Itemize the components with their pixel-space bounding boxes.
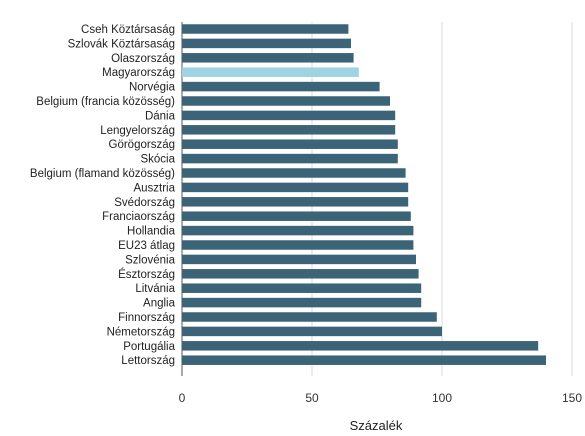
category-label: Lengyelország <box>100 125 175 137</box>
bar <box>182 297 422 308</box>
category-label: Dánia <box>145 110 176 122</box>
category-label: Szlovénia <box>125 254 175 266</box>
category-label: Észtország <box>118 268 175 281</box>
x-axis-title: Százalék <box>350 418 403 433</box>
bar <box>182 312 437 322</box>
category-label: Portugália <box>123 341 175 353</box>
category-label: Cseh Köztársaság <box>81 24 175 36</box>
bar <box>182 283 422 293</box>
category-label: Franciaország <box>102 211 175 223</box>
bar <box>182 53 354 63</box>
bar <box>182 125 396 135</box>
bar <box>182 110 396 121</box>
bar <box>182 139 398 149</box>
bar <box>182 38 351 49</box>
bar <box>182 269 419 279</box>
bar <box>182 211 411 221</box>
category-label: Magyarország <box>102 67 175 79</box>
bar <box>182 67 359 77</box>
category-label: Skócia <box>140 154 175 166</box>
category-label: Svédország <box>114 197 175 209</box>
category-label: Anglia <box>143 298 176 310</box>
x-axis-ticks: 0 50 100 150 <box>179 391 583 405</box>
category-label: Szlovák Köztársaság <box>68 38 175 50</box>
bar <box>182 355 546 365</box>
bar <box>182 182 409 193</box>
category-label: Norvégia <box>129 82 176 94</box>
bar <box>182 153 398 164</box>
category-label: EU23 átlag <box>118 240 175 252</box>
category-label: Hollandia <box>127 226 176 238</box>
bar <box>182 168 406 178</box>
bar <box>182 24 349 34</box>
bars <box>182 24 546 365</box>
x-tick-label: 150 <box>562 391 582 405</box>
category-labels: Cseh Köztársaság Szlovák Köztársaság Olasz… <box>30 24 176 367</box>
category-label: Görögország <box>109 139 175 151</box>
bar <box>182 326 442 337</box>
bar <box>182 96 390 106</box>
category-label: Ausztria <box>133 182 175 194</box>
bar <box>182 81 380 92</box>
x-tick-label: 50 <box>305 391 319 405</box>
bar <box>182 254 416 265</box>
category-label: Finnország <box>118 312 175 324</box>
category-label: Olaszország <box>111 53 175 65</box>
category-label: Litvánia <box>135 283 175 295</box>
category-label: Lettország <box>121 355 175 367</box>
x-tick-label: 0 <box>179 391 186 405</box>
category-label: Belgium (francia közösség) <box>36 96 175 108</box>
x-tick-label: 100 <box>432 391 452 405</box>
bar <box>182 197 409 207</box>
bar <box>182 341 539 351</box>
category-label: Németország <box>107 326 175 338</box>
bar <box>182 240 414 250</box>
category-label: Belgium (flamand közösség) <box>30 168 175 180</box>
bar <box>182 225 414 236</box>
